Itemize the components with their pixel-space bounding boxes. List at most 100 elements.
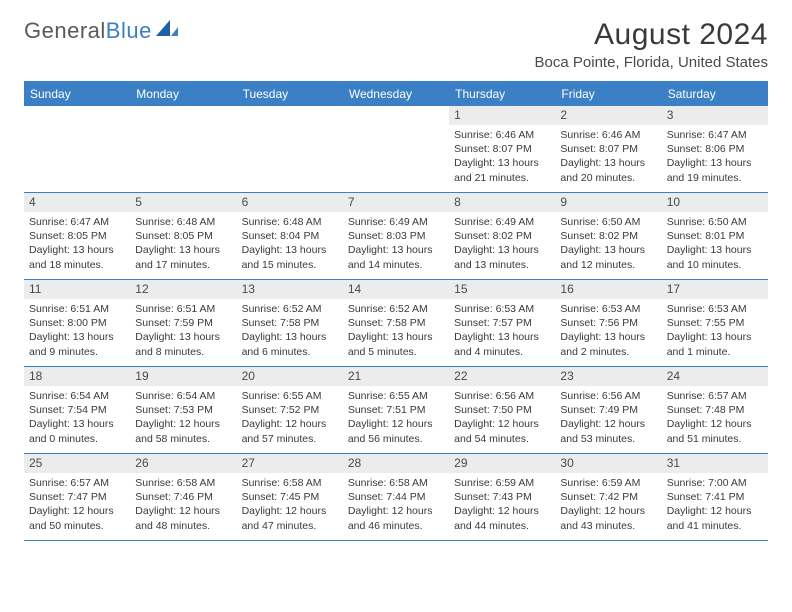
day-number: 8 (449, 193, 555, 212)
daylight-text: Daylight: 13 hours and 17 minutes. (135, 243, 231, 271)
day-detail: Sunrise: 6:53 AMSunset: 7:55 PMDaylight:… (662, 299, 768, 362)
day-number: 14 (343, 280, 449, 299)
day-detail: Sunrise: 6:58 AMSunset: 7:44 PMDaylight:… (343, 473, 449, 536)
day-number: 15 (449, 280, 555, 299)
daylight-text: Daylight: 12 hours and 53 minutes. (560, 417, 656, 445)
sunrise-text: Sunrise: 6:50 AM (560, 215, 656, 229)
weekday-tuesday: Tuesday (237, 83, 343, 106)
day-number (343, 106, 449, 111)
day-detail: Sunrise: 6:56 AMSunset: 7:50 PMDaylight:… (449, 386, 555, 449)
day-detail: Sunrise: 6:53 AMSunset: 7:56 PMDaylight:… (555, 299, 661, 362)
day-cell (343, 106, 449, 192)
sunset-text: Sunset: 8:02 PM (454, 229, 550, 243)
day-cell: 12Sunrise: 6:51 AMSunset: 7:59 PMDayligh… (130, 280, 236, 366)
day-detail: Sunrise: 6:50 AMSunset: 8:02 PMDaylight:… (555, 212, 661, 275)
daylight-text: Daylight: 12 hours and 54 minutes. (454, 417, 550, 445)
brand-part1: General (24, 18, 106, 44)
day-detail: Sunrise: 6:49 AMSunset: 8:02 PMDaylight:… (449, 212, 555, 275)
day-number: 11 (24, 280, 130, 299)
day-detail: Sunrise: 6:54 AMSunset: 7:54 PMDaylight:… (24, 386, 130, 449)
day-number: 30 (555, 454, 661, 473)
day-cell: 24Sunrise: 6:57 AMSunset: 7:48 PMDayligh… (662, 367, 768, 453)
sunrise-text: Sunrise: 6:53 AM (667, 302, 763, 316)
sunset-text: Sunset: 8:04 PM (242, 229, 338, 243)
sunrise-text: Sunrise: 6:47 AM (667, 128, 763, 142)
sunrise-text: Sunrise: 7:00 AM (667, 476, 763, 490)
sunset-text: Sunset: 7:56 PM (560, 316, 656, 330)
day-number: 17 (662, 280, 768, 299)
day-number: 2 (555, 106, 661, 125)
day-number: 16 (555, 280, 661, 299)
daylight-text: Daylight: 12 hours and 43 minutes. (560, 504, 656, 532)
day-number: 21 (343, 367, 449, 386)
daylight-text: Daylight: 13 hours and 15 minutes. (242, 243, 338, 271)
sunset-text: Sunset: 7:44 PM (348, 490, 444, 504)
daylight-text: Daylight: 13 hours and 18 minutes. (29, 243, 125, 271)
sunset-text: Sunset: 8:03 PM (348, 229, 444, 243)
sunrise-text: Sunrise: 6:48 AM (242, 215, 338, 229)
day-cell: 5Sunrise: 6:48 AMSunset: 8:05 PMDaylight… (130, 193, 236, 279)
day-number: 18 (24, 367, 130, 386)
day-number (237, 106, 343, 111)
day-cell: 4Sunrise: 6:47 AMSunset: 8:05 PMDaylight… (24, 193, 130, 279)
day-number: 13 (237, 280, 343, 299)
day-cell (237, 106, 343, 192)
day-cell: 11Sunrise: 6:51 AMSunset: 8:00 PMDayligh… (24, 280, 130, 366)
sunrise-text: Sunrise: 6:55 AM (348, 389, 444, 403)
sunrise-text: Sunrise: 6:51 AM (135, 302, 231, 316)
daylight-text: Daylight: 13 hours and 0 minutes. (29, 417, 125, 445)
daylight-text: Daylight: 12 hours and 48 minutes. (135, 504, 231, 532)
daylight-text: Daylight: 13 hours and 5 minutes. (348, 330, 444, 358)
sunset-text: Sunset: 7:59 PM (135, 316, 231, 330)
day-cell: 1Sunrise: 6:46 AMSunset: 8:07 PMDaylight… (449, 106, 555, 192)
sunset-text: Sunset: 7:58 PM (348, 316, 444, 330)
sunrise-text: Sunrise: 6:49 AM (348, 215, 444, 229)
day-number: 22 (449, 367, 555, 386)
week-row: 11Sunrise: 6:51 AMSunset: 8:00 PMDayligh… (24, 280, 768, 367)
day-number (24, 106, 130, 111)
week-row: 4Sunrise: 6:47 AMSunset: 8:05 PMDaylight… (24, 193, 768, 280)
week-row: 18Sunrise: 6:54 AMSunset: 7:54 PMDayligh… (24, 367, 768, 454)
day-detail: Sunrise: 6:53 AMSunset: 7:57 PMDaylight:… (449, 299, 555, 362)
daylight-text: Daylight: 13 hours and 21 minutes. (454, 156, 550, 184)
day-detail: Sunrise: 6:54 AMSunset: 7:53 PMDaylight:… (130, 386, 236, 449)
day-number: 10 (662, 193, 768, 212)
sunrise-text: Sunrise: 6:58 AM (348, 476, 444, 490)
sunset-text: Sunset: 8:05 PM (135, 229, 231, 243)
sunset-text: Sunset: 7:48 PM (667, 403, 763, 417)
daylight-text: Daylight: 12 hours and 51 minutes. (667, 417, 763, 445)
sunset-text: Sunset: 7:42 PM (560, 490, 656, 504)
sunrise-text: Sunrise: 6:46 AM (560, 128, 656, 142)
day-cell: 21Sunrise: 6:55 AMSunset: 7:51 PMDayligh… (343, 367, 449, 453)
day-detail: Sunrise: 6:51 AMSunset: 7:59 PMDaylight:… (130, 299, 236, 362)
daylight-text: Daylight: 13 hours and 9 minutes. (29, 330, 125, 358)
sunset-text: Sunset: 7:53 PM (135, 403, 231, 417)
week-row: 1Sunrise: 6:46 AMSunset: 8:07 PMDaylight… (24, 106, 768, 193)
sunset-text: Sunset: 8:06 PM (667, 142, 763, 156)
day-cell: 7Sunrise: 6:49 AMSunset: 8:03 PMDaylight… (343, 193, 449, 279)
day-number: 4 (24, 193, 130, 212)
weekday-thursday: Thursday (449, 83, 555, 106)
day-cell: 16Sunrise: 6:53 AMSunset: 7:56 PMDayligh… (555, 280, 661, 366)
day-detail: Sunrise: 6:47 AMSunset: 8:06 PMDaylight:… (662, 125, 768, 188)
daylight-text: Daylight: 13 hours and 1 minute. (667, 330, 763, 358)
weeks-container: 1Sunrise: 6:46 AMSunset: 8:07 PMDaylight… (24, 106, 768, 541)
sunrise-text: Sunrise: 6:58 AM (242, 476, 338, 490)
day-detail: Sunrise: 6:57 AMSunset: 7:47 PMDaylight:… (24, 473, 130, 536)
day-detail: Sunrise: 6:48 AMSunset: 8:05 PMDaylight:… (130, 212, 236, 275)
sunrise-text: Sunrise: 6:53 AM (560, 302, 656, 316)
daylight-text: Daylight: 13 hours and 19 minutes. (667, 156, 763, 184)
sunset-text: Sunset: 7:50 PM (454, 403, 550, 417)
day-number: 23 (555, 367, 661, 386)
sunset-text: Sunset: 7:45 PM (242, 490, 338, 504)
title-block: August 2024 Boca Pointe, Florida, United… (535, 18, 768, 71)
day-number: 9 (555, 193, 661, 212)
daylight-text: Daylight: 13 hours and 4 minutes. (454, 330, 550, 358)
sunset-text: Sunset: 7:55 PM (667, 316, 763, 330)
day-number: 31 (662, 454, 768, 473)
daylight-text: Daylight: 13 hours and 8 minutes. (135, 330, 231, 358)
sunrise-text: Sunrise: 6:50 AM (667, 215, 763, 229)
day-detail: Sunrise: 6:58 AMSunset: 7:46 PMDaylight:… (130, 473, 236, 536)
sunrise-text: Sunrise: 6:49 AM (454, 215, 550, 229)
sunrise-text: Sunrise: 6:59 AM (560, 476, 656, 490)
